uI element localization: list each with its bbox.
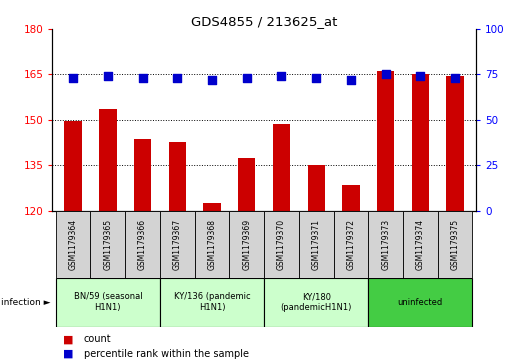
- Bar: [308, 165, 325, 211]
- Text: KY/136 (pandemic
H1N1): KY/136 (pandemic H1N1): [174, 293, 251, 312]
- Text: GSM1179367: GSM1179367: [173, 219, 182, 270]
- Text: GSM1179366: GSM1179366: [138, 219, 147, 270]
- Text: GSM1179370: GSM1179370: [277, 219, 286, 270]
- Text: ■: ■: [63, 334, 77, 344]
- Bar: [168, 143, 186, 211]
- Bar: [342, 185, 360, 211]
- Text: GSM1179372: GSM1179372: [346, 219, 356, 270]
- Text: GSM1179373: GSM1179373: [381, 219, 390, 270]
- Bar: [195, 211, 230, 278]
- Text: infection ►: infection ►: [1, 298, 50, 307]
- Text: GSM1179368: GSM1179368: [208, 219, 217, 270]
- Point: [104, 73, 112, 79]
- Text: BN/59 (seasonal
H1N1): BN/59 (seasonal H1N1): [74, 293, 142, 312]
- Bar: [377, 72, 394, 211]
- Text: GSM1179365: GSM1179365: [104, 219, 112, 270]
- Bar: [230, 211, 264, 278]
- Bar: [299, 211, 334, 278]
- Text: ■: ■: [63, 349, 77, 359]
- Point: [312, 75, 321, 81]
- Point: [416, 73, 425, 79]
- Bar: [273, 124, 290, 211]
- Bar: [368, 211, 403, 278]
- Bar: [447, 76, 464, 211]
- Point: [347, 77, 355, 83]
- Text: GSM1179369: GSM1179369: [242, 219, 251, 270]
- Bar: [203, 203, 221, 211]
- Text: GSM1179374: GSM1179374: [416, 219, 425, 270]
- Text: uninfected: uninfected: [398, 298, 443, 307]
- Bar: [160, 211, 195, 278]
- Bar: [238, 158, 255, 211]
- Title: GDS4855 / 213625_at: GDS4855 / 213625_at: [191, 15, 337, 28]
- Bar: [125, 211, 160, 278]
- Bar: [412, 74, 429, 211]
- Text: count: count: [84, 334, 111, 344]
- Point: [243, 75, 251, 81]
- Text: KY/180
(pandemicH1N1): KY/180 (pandemicH1N1): [280, 293, 352, 312]
- Bar: [56, 278, 160, 327]
- Bar: [64, 121, 82, 211]
- Bar: [264, 278, 368, 327]
- Point: [208, 77, 216, 83]
- Bar: [334, 211, 368, 278]
- Text: GSM1179371: GSM1179371: [312, 219, 321, 270]
- Point: [451, 75, 459, 81]
- Bar: [56, 211, 90, 278]
- Bar: [368, 278, 472, 327]
- Point: [381, 72, 390, 77]
- Text: GSM1179375: GSM1179375: [451, 219, 460, 270]
- Bar: [99, 109, 117, 211]
- Bar: [134, 139, 151, 211]
- Bar: [438, 211, 472, 278]
- Text: percentile rank within the sample: percentile rank within the sample: [84, 349, 248, 359]
- Point: [139, 75, 147, 81]
- Point: [69, 75, 77, 81]
- Point: [277, 73, 286, 79]
- Text: GSM1179364: GSM1179364: [69, 219, 77, 270]
- Bar: [264, 211, 299, 278]
- Bar: [160, 278, 264, 327]
- Bar: [403, 211, 438, 278]
- Bar: [90, 211, 125, 278]
- Point: [173, 75, 181, 81]
